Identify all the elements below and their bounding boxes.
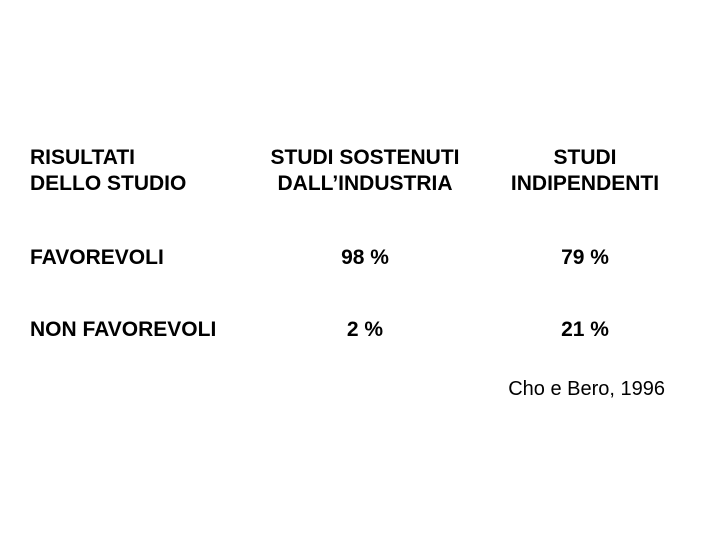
table-header-row: RISULTATI DELLO STUDIO STUDI SOSTENUTI D… (30, 145, 690, 198)
spacer-row (30, 270, 690, 318)
cell-favorevoli-independent: 79 % (480, 246, 690, 270)
spacer-row (30, 198, 690, 246)
slide: RISULTATI DELLO STUDIO STUDI SOSTENUTI D… (0, 0, 720, 540)
col-header-independent: STUDI INDIPENDENTI (480, 145, 690, 198)
citation-text: Cho e Bero, 1996 (508, 378, 665, 401)
row-label-favorevoli: FAVOREVOLI (30, 246, 250, 270)
col-header-industry-line2: DALL’INDUSTRIA (278, 172, 453, 195)
cell-nonfavorevoli-independent: 21 % (480, 318, 690, 342)
col-header-results-line1: RISULTATI (30, 146, 135, 169)
col-header-results: RISULTATI DELLO STUDIO (30, 145, 250, 198)
table-row: NON FAVOREVOLI 2 % 21 % (30, 318, 690, 342)
col-header-industry: STUDI SOSTENUTI DALL’INDUSTRIA (250, 145, 480, 198)
cell-favorevoli-industry: 98 % (250, 246, 480, 270)
col-header-industry-line1: STUDI SOSTENUTI (270, 146, 459, 169)
col-header-results-line2: DELLO STUDIO (30, 172, 186, 195)
table-row: FAVOREVOLI 98 % 79 % (30, 246, 690, 270)
cell-nonfavorevoli-industry: 2 % (250, 318, 480, 342)
results-table: RISULTATI DELLO STUDIO STUDI SOSTENUTI D… (30, 145, 690, 342)
col-header-independent-line2: INDIPENDENTI (511, 172, 659, 195)
row-label-nonfavorevoli: NON FAVOREVOLI (30, 318, 250, 342)
col-header-independent-line1: STUDI (554, 146, 617, 169)
